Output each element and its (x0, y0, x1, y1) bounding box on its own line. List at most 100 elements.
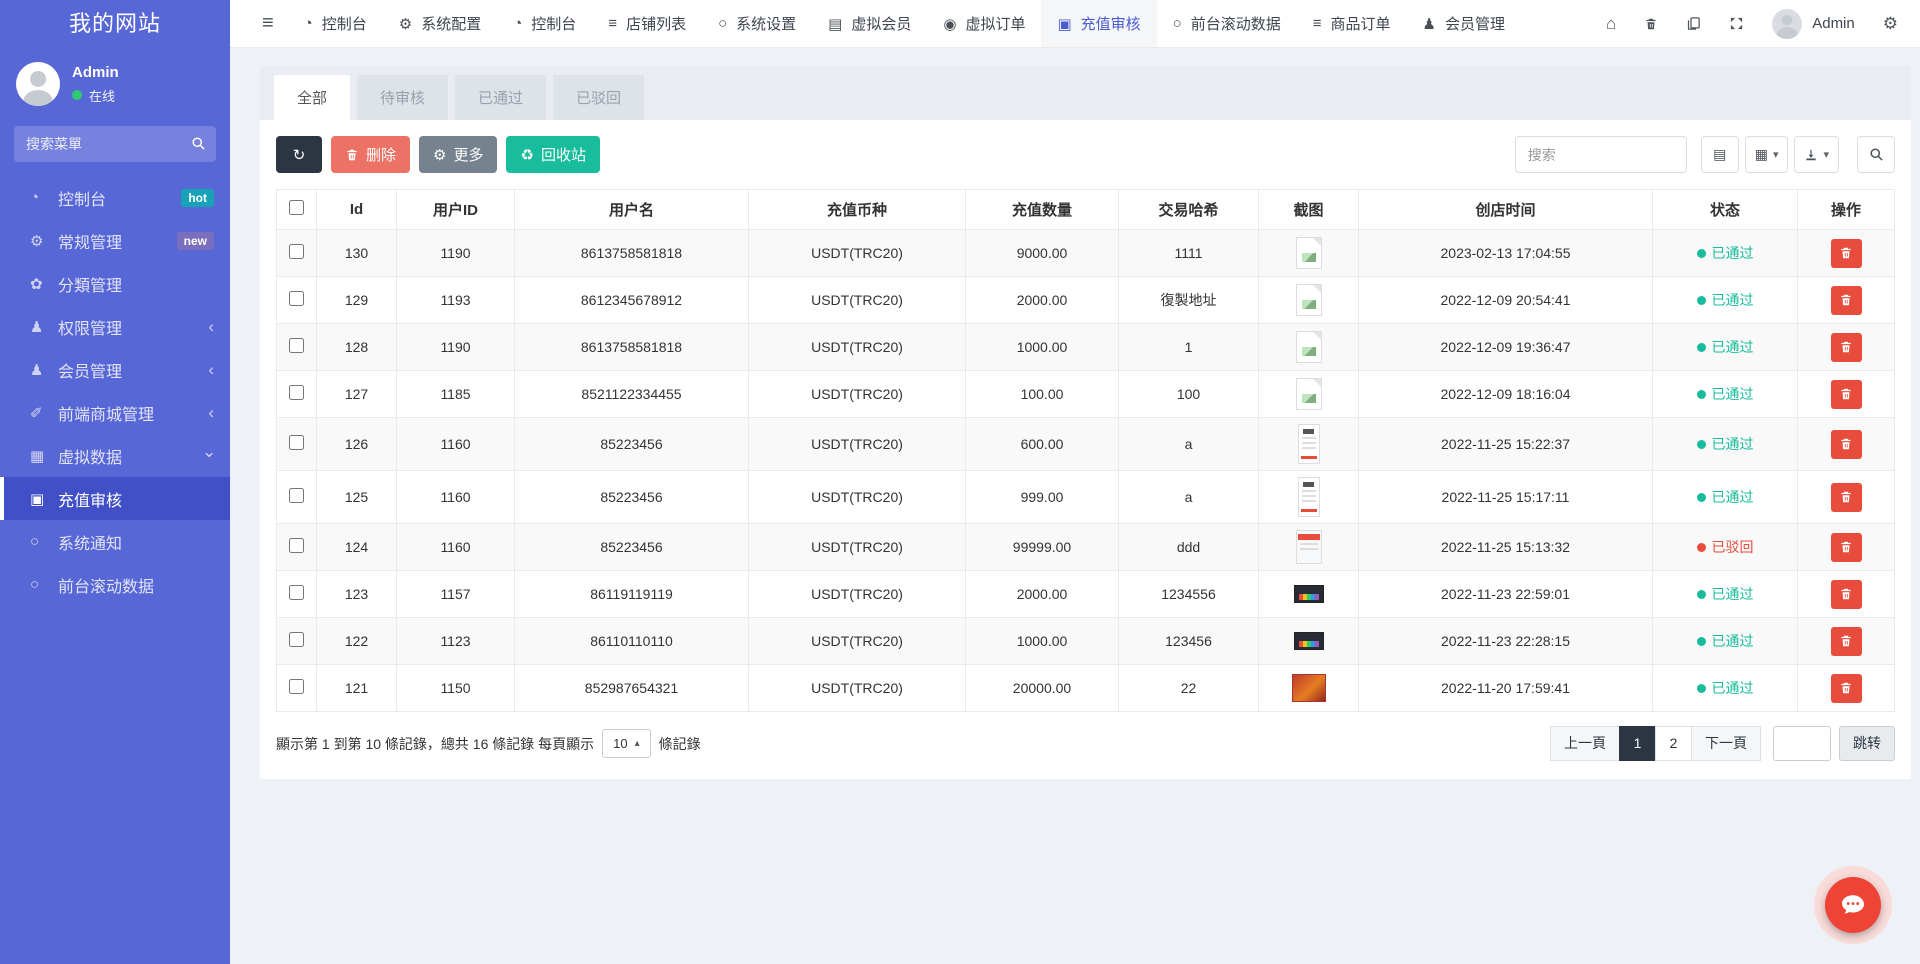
more-button[interactable]: ⚙ 更多 (419, 136, 498, 173)
bars-icon[interactable]: ≡ (262, 12, 274, 34)
status-badge: 已通过 (1696, 487, 1754, 507)
topnav-item[interactable]: ♟ 会员管理 (1407, 0, 1521, 47)
cell-id: 129 (316, 276, 397, 324)
screenshot-thumbnail[interactable] (1295, 237, 1322, 269)
delete-row-button[interactable] (1830, 429, 1862, 459)
circle-icon: ○ (30, 576, 40, 593)
home-icon[interactable]: ⌂ (1605, 13, 1617, 33)
screenshot-thumbnail[interactable] (1293, 585, 1324, 604)
jump-button[interactable]: 跳转 (1839, 726, 1895, 761)
topnav-item[interactable]: ⚙ 系统配置 (383, 0, 497, 47)
screenshot-thumbnail[interactable] (1293, 632, 1324, 651)
topnav-item[interactable]: ◔ 控制台 (288, 0, 383, 47)
cell-username: 8613758581818 (514, 229, 749, 277)
topnav-item-label: 会员管理 (1444, 16, 1505, 33)
sidebar-item[interactable]: ▣ 充值审核 (0, 477, 230, 520)
records-table: Id 用户ID 用户名 充值币种 充值数量 交易哈希 截图 创店时间 状态 操作 130 1190… (276, 189, 1895, 712)
tab[interactable]: 待审核 (357, 75, 449, 120)
sidebar-item[interactable]: ♟ 会员管理 (0, 348, 230, 391)
row-checkbox[interactable] (289, 679, 304, 694)
page-number-button[interactable]: 1 (1619, 726, 1656, 761)
sidebar-item[interactable]: ⚙ 常规管理 new (0, 219, 230, 262)
row-checkbox[interactable] (289, 244, 304, 259)
select-all-checkbox[interactable] (289, 200, 304, 215)
sidebar-search-input[interactable] (14, 126, 216, 162)
cell-coin: USDT(TRC20) (748, 570, 966, 618)
screenshot-thumbnail[interactable] (1295, 378, 1322, 410)
chat-fab[interactable] (1814, 866, 1892, 944)
sidebar-item[interactable]: ○ 前台滚动数据 (0, 563, 230, 606)
status-dot-icon (1696, 342, 1706, 352)
sidebar-item[interactable]: ✐ 前端商城管理 (0, 391, 230, 434)
table-search-input[interactable] (1514, 136, 1687, 173)
copy-icon[interactable] (1686, 16, 1701, 31)
screenshot-thumbnail[interactable] (1295, 331, 1322, 363)
tab[interactable]: 已通过 (455, 75, 547, 120)
cell-time: 2023-02-13 17:04:55 (1358, 229, 1653, 277)
screenshot-thumbnail[interactable] (1297, 424, 1320, 464)
row-checkbox[interactable] (289, 385, 304, 400)
detail-view-button[interactable]: ▤ (1700, 136, 1739, 173)
tab[interactable]: 全部 (274, 75, 351, 120)
delete-row-button[interactable] (1830, 673, 1862, 703)
delete-row-button[interactable] (1830, 482, 1862, 512)
page-size-select[interactable]: 10 ▴ (602, 729, 651, 758)
tab[interactable]: 已驳回 (553, 75, 645, 120)
navbar-user[interactable]: Admin (1772, 8, 1855, 39)
trash-icon[interactable] (1644, 17, 1658, 31)
row-checkbox[interactable] (289, 488, 304, 503)
delete-row-button[interactable] (1830, 285, 1862, 315)
row-checkbox[interactable] (289, 435, 304, 450)
row-checkbox[interactable] (289, 538, 304, 553)
row-checkbox[interactable] (289, 291, 304, 306)
cell-hash: 22 (1118, 664, 1259, 712)
row-checkbox[interactable] (289, 632, 304, 647)
search-toggle-button[interactable] (1857, 136, 1895, 173)
topnav-item[interactable]: ▣ 充值审核 (1041, 0, 1157, 47)
trash-icon (1839, 587, 1853, 601)
sidebar: 我的网站 Admin 在线 ◔ 控制台 hot (0, 0, 230, 964)
fullscreen-icon[interactable] (1729, 16, 1744, 31)
next-page-button[interactable]: 下一頁 (1691, 726, 1761, 761)
avatar[interactable] (16, 62, 60, 106)
page-number-button[interactable]: 2 (1655, 726, 1692, 761)
sidebar-item[interactable]: ♟ 权限管理 (0, 305, 230, 348)
delete-row-button[interactable] (1830, 579, 1862, 609)
topnav-item[interactable]: ◉ 虚拟订单 (927, 0, 1041, 47)
sidebar-item[interactable]: ○ 系统通知 (0, 520, 230, 563)
screenshot-thumbnail[interactable] (1295, 530, 1322, 564)
sidebar-menu: ◔ 控制台 hot ⚙ 常规管理 new ✿ 分類管理 (0, 176, 230, 964)
gears-icon[interactable]: ⚙ (1882, 13, 1898, 33)
delete-row-button[interactable] (1830, 332, 1862, 362)
search-icon[interactable] (191, 136, 206, 151)
screenshot-thumbnail[interactable] (1297, 477, 1320, 517)
screenshot-thumbnail[interactable] (1295, 284, 1322, 316)
delete-row-button[interactable] (1830, 379, 1862, 409)
jump-page-input[interactable] (1773, 726, 1831, 761)
export-button[interactable]: ▾ (1794, 136, 1839, 173)
topnav-item[interactable]: ≡ 店铺列表 (592, 0, 702, 47)
delete-row-button[interactable] (1830, 238, 1862, 268)
columns-button[interactable]: ▦ ▾ (1744, 136, 1789, 173)
cell-hash: 復製地址 (1118, 276, 1259, 324)
sidebar-item[interactable]: ▦ 虚拟数据 (0, 434, 230, 477)
topnav-item[interactable]: ○ 前台滚动数据 (1157, 0, 1297, 47)
cell-time: 2022-12-09 20:54:41 (1358, 276, 1653, 324)
refresh-button[interactable]: ↻ (276, 136, 322, 173)
topnav-item[interactable]: ◔ 控制台 (497, 0, 592, 47)
sidebar-item[interactable]: ◔ 控制台 hot (0, 176, 230, 219)
topnav-item[interactable]: ○ 系统设置 (702, 0, 812, 47)
screenshot-thumbnail[interactable] (1291, 674, 1326, 702)
topnav-item[interactable]: ▤ 虚拟会员 (812, 0, 927, 47)
delete-button[interactable]: 删除 (331, 136, 411, 173)
cell-id: 122 (316, 617, 397, 665)
row-checkbox[interactable] (289, 338, 304, 353)
prev-page-button[interactable]: 上一頁 (1550, 726, 1620, 761)
tabs: 全部 待审核 已通过 已驳回 (260, 66, 1911, 120)
delete-row-button[interactable] (1830, 532, 1862, 562)
row-checkbox[interactable] (289, 585, 304, 600)
recycle-bin-button[interactable]: ♻ 回收站 (506, 136, 600, 173)
delete-row-button[interactable] (1830, 626, 1862, 656)
topnav-item[interactable]: ≡ 商品订单 (1297, 0, 1407, 47)
sidebar-item[interactable]: ✿ 分類管理 (0, 262, 230, 305)
